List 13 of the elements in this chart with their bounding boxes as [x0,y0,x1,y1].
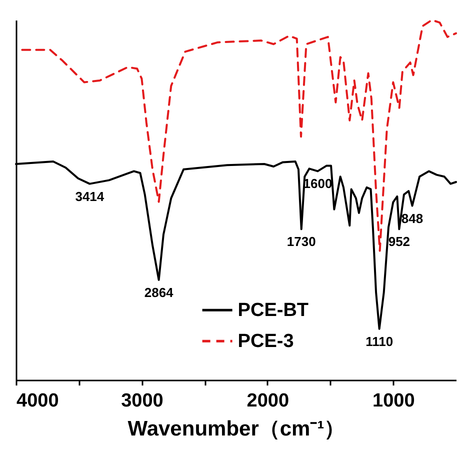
x-tick-label: 2000 [246,390,290,412]
annotation: 2864 [144,284,174,300]
annotation: 848 [401,210,424,226]
annotation: 952 [388,234,410,250]
legend-label: PCE-BT [238,300,309,322]
legend-label: PCE-3 [238,331,294,352]
x-tick-label: 4000 [16,390,59,412]
x-tick-label: 3000 [121,390,164,412]
annotation: 1110 [366,334,394,349]
annotation: 3414 [75,188,105,204]
x-tick-label: 1000 [372,390,415,412]
x-axis-title: Wavenumber（cm⁻¹） [128,418,346,440]
annotation: 1730 [286,234,316,250]
